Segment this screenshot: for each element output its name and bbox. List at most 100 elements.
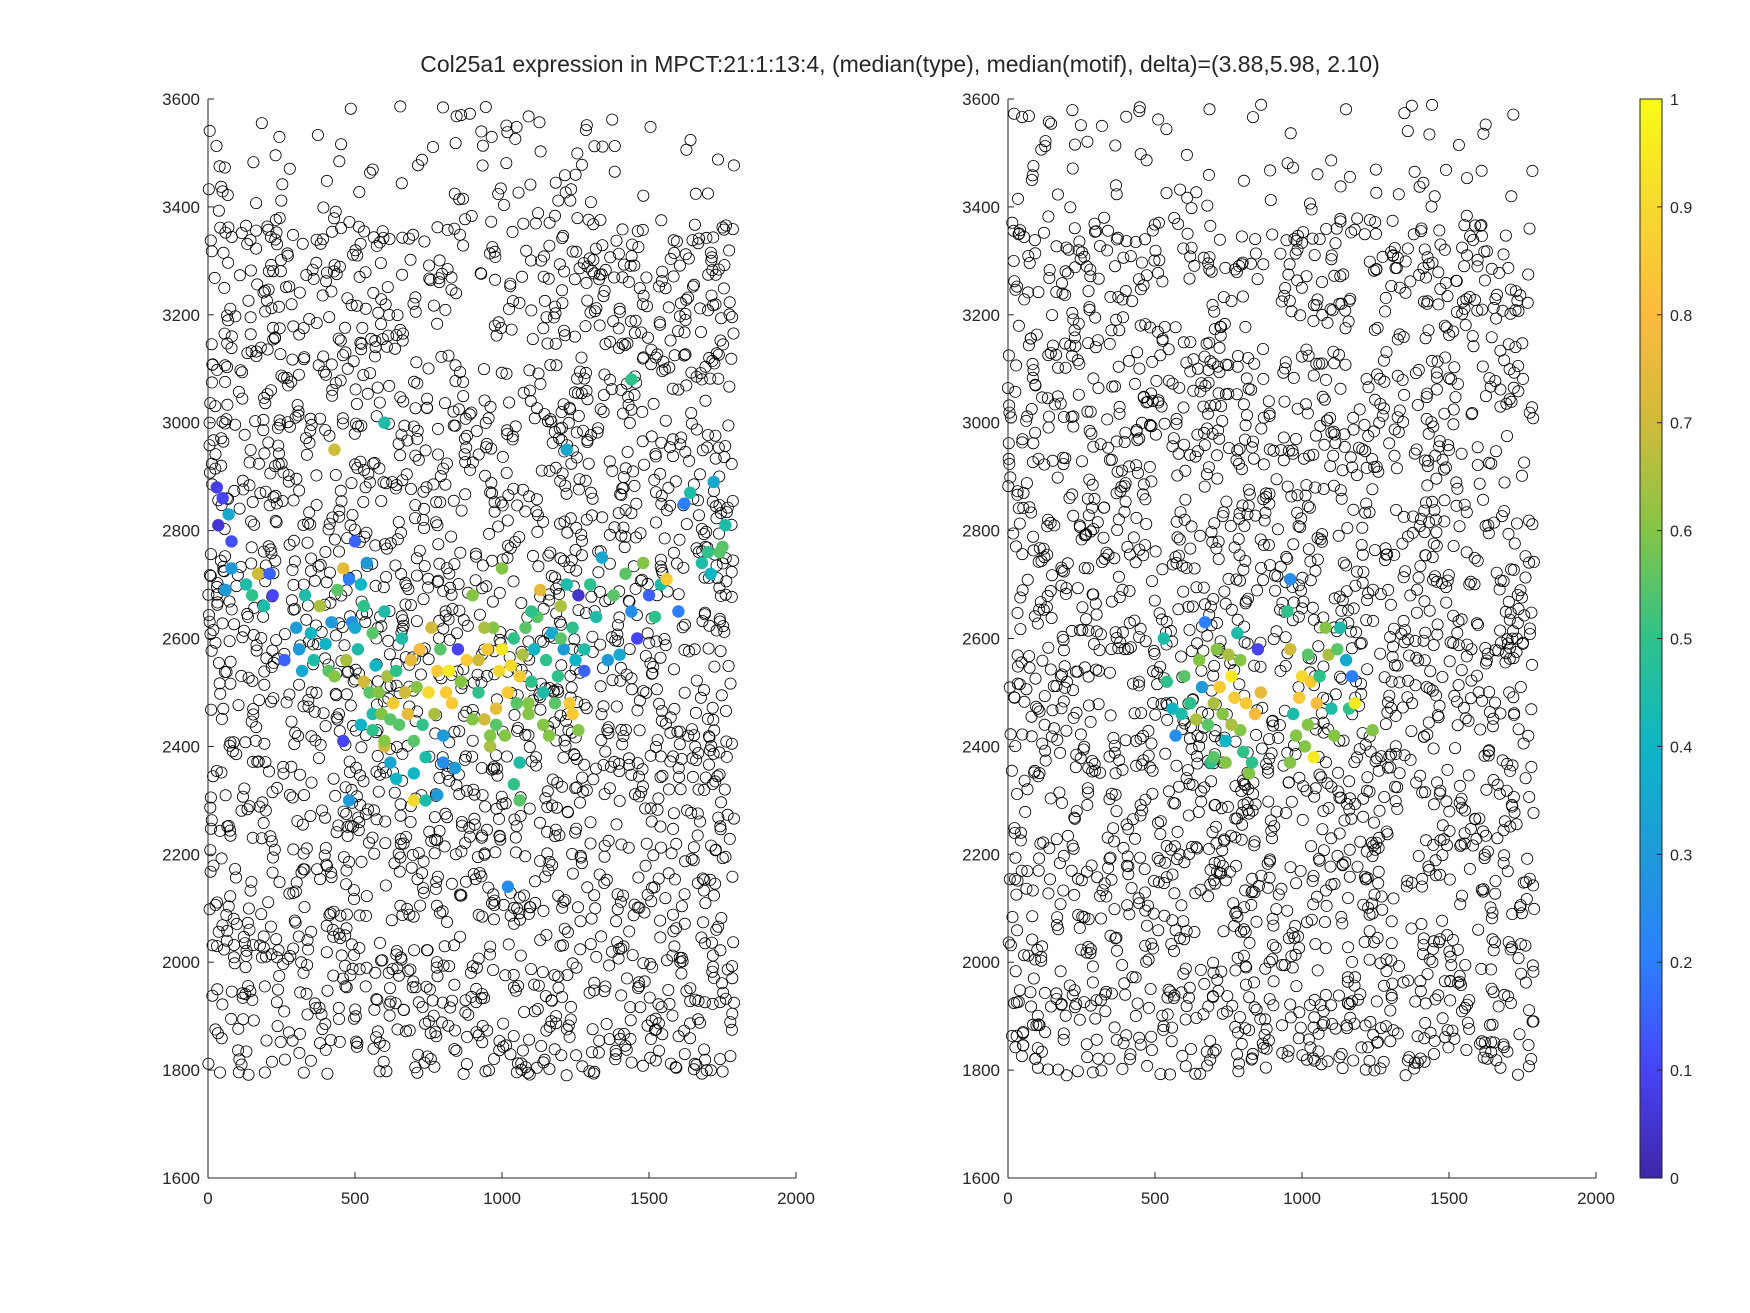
scatter-panel-left: 0 500 1000 1500 2000160018002000220024002600… bbox=[162, 90, 815, 1208]
cell-marker bbox=[1055, 702, 1068, 715]
cell-marker bbox=[1310, 299, 1323, 312]
expression-point bbox=[212, 519, 225, 532]
cell-marker bbox=[1015, 656, 1028, 669]
cell-marker bbox=[1429, 993, 1442, 1006]
cell-marker bbox=[235, 669, 248, 682]
cell-marker bbox=[1123, 460, 1136, 473]
cell-marker bbox=[622, 390, 635, 403]
cell-marker bbox=[1464, 822, 1477, 835]
cell-marker bbox=[488, 899, 501, 912]
cell-marker bbox=[1485, 262, 1498, 275]
cell-marker bbox=[305, 730, 318, 743]
cell-marker bbox=[584, 938, 597, 951]
cell-marker bbox=[1086, 765, 1099, 778]
cell-marker bbox=[409, 1061, 422, 1074]
cell-marker bbox=[412, 996, 425, 1009]
cell-marker bbox=[1035, 1045, 1048, 1058]
cell-marker bbox=[650, 1023, 663, 1036]
cell-marker bbox=[1107, 731, 1120, 744]
expression-point bbox=[225, 535, 238, 548]
cell-marker bbox=[243, 456, 256, 469]
cell-marker bbox=[1213, 233, 1226, 246]
cell-marker bbox=[1066, 488, 1079, 501]
cell-marker bbox=[1510, 818, 1523, 831]
cell-marker bbox=[1133, 101, 1146, 114]
cell-marker bbox=[610, 1048, 623, 1061]
cell-marker bbox=[633, 980, 646, 993]
cell-marker bbox=[618, 339, 631, 352]
cell-marker bbox=[333, 504, 346, 517]
cell-marker bbox=[1344, 625, 1357, 638]
expression-point bbox=[378, 605, 391, 618]
cell-marker bbox=[402, 583, 415, 596]
cell-marker bbox=[502, 539, 515, 552]
cell-marker bbox=[331, 713, 344, 726]
cell-marker bbox=[1363, 255, 1376, 268]
cell-marker bbox=[302, 694, 315, 707]
cell-marker bbox=[1417, 932, 1430, 945]
cell-marker bbox=[678, 349, 691, 362]
cell-marker bbox=[247, 156, 260, 169]
cell-marker bbox=[572, 483, 585, 496]
cell-marker bbox=[455, 504, 468, 517]
cell-marker bbox=[1352, 993, 1365, 1006]
cell-marker bbox=[272, 944, 285, 957]
cell-marker bbox=[1470, 617, 1483, 630]
cell-marker bbox=[1511, 294, 1524, 307]
cell-marker bbox=[1240, 595, 1253, 608]
cell-marker bbox=[363, 476, 376, 489]
cell-marker bbox=[589, 305, 602, 318]
cell-marker bbox=[349, 383, 362, 396]
cell-marker bbox=[1149, 244, 1162, 257]
cell-marker bbox=[1063, 491, 1076, 504]
cell-marker bbox=[259, 485, 272, 498]
cell-marker bbox=[1178, 933, 1191, 946]
cell-marker bbox=[1132, 679, 1145, 692]
expression-point bbox=[537, 686, 550, 699]
cell-marker bbox=[1159, 856, 1172, 869]
cell-marker bbox=[271, 781, 284, 794]
cell-marker bbox=[403, 1024, 416, 1037]
cell-marker bbox=[1242, 483, 1255, 496]
expression-point bbox=[625, 605, 638, 618]
cell-marker bbox=[249, 734, 262, 747]
cell-marker bbox=[1407, 228, 1420, 241]
cell-marker bbox=[1133, 631, 1146, 644]
cell-marker bbox=[1020, 683, 1033, 696]
cell-marker bbox=[611, 903, 624, 916]
cell-marker bbox=[283, 887, 296, 900]
cell-marker bbox=[655, 274, 668, 287]
cell-marker bbox=[285, 594, 298, 607]
cell-marker bbox=[289, 411, 302, 424]
expression-point bbox=[478, 713, 491, 726]
cell-marker bbox=[272, 439, 285, 452]
cell-marker bbox=[430, 496, 443, 509]
cell-marker bbox=[659, 639, 672, 652]
cell-marker bbox=[574, 915, 587, 928]
cell-marker bbox=[650, 516, 663, 529]
cell-marker bbox=[1026, 169, 1039, 182]
cell-marker bbox=[493, 1044, 506, 1057]
cell-marker bbox=[1067, 420, 1080, 433]
cell-marker bbox=[712, 153, 725, 166]
cell-marker bbox=[581, 393, 594, 406]
cell-marker bbox=[1012, 192, 1025, 205]
cell-marker bbox=[1207, 966, 1220, 979]
cell-marker bbox=[286, 791, 299, 804]
cell-marker bbox=[613, 795, 626, 808]
cell-marker bbox=[489, 273, 502, 286]
cell-marker bbox=[204, 548, 217, 561]
cell-marker bbox=[1455, 447, 1468, 460]
cell-marker bbox=[406, 228, 419, 241]
cell-marker bbox=[1473, 812, 1486, 825]
cell-marker bbox=[1185, 1043, 1198, 1056]
cell-marker bbox=[1510, 646, 1523, 659]
cell-marker bbox=[507, 901, 520, 914]
cell-marker bbox=[1443, 873, 1456, 886]
cell-marker bbox=[558, 324, 571, 337]
cell-marker bbox=[219, 359, 232, 372]
cell-marker bbox=[257, 816, 270, 829]
cell-marker bbox=[1085, 859, 1098, 872]
expression-point bbox=[445, 697, 459, 710]
cell-marker bbox=[273, 876, 286, 889]
